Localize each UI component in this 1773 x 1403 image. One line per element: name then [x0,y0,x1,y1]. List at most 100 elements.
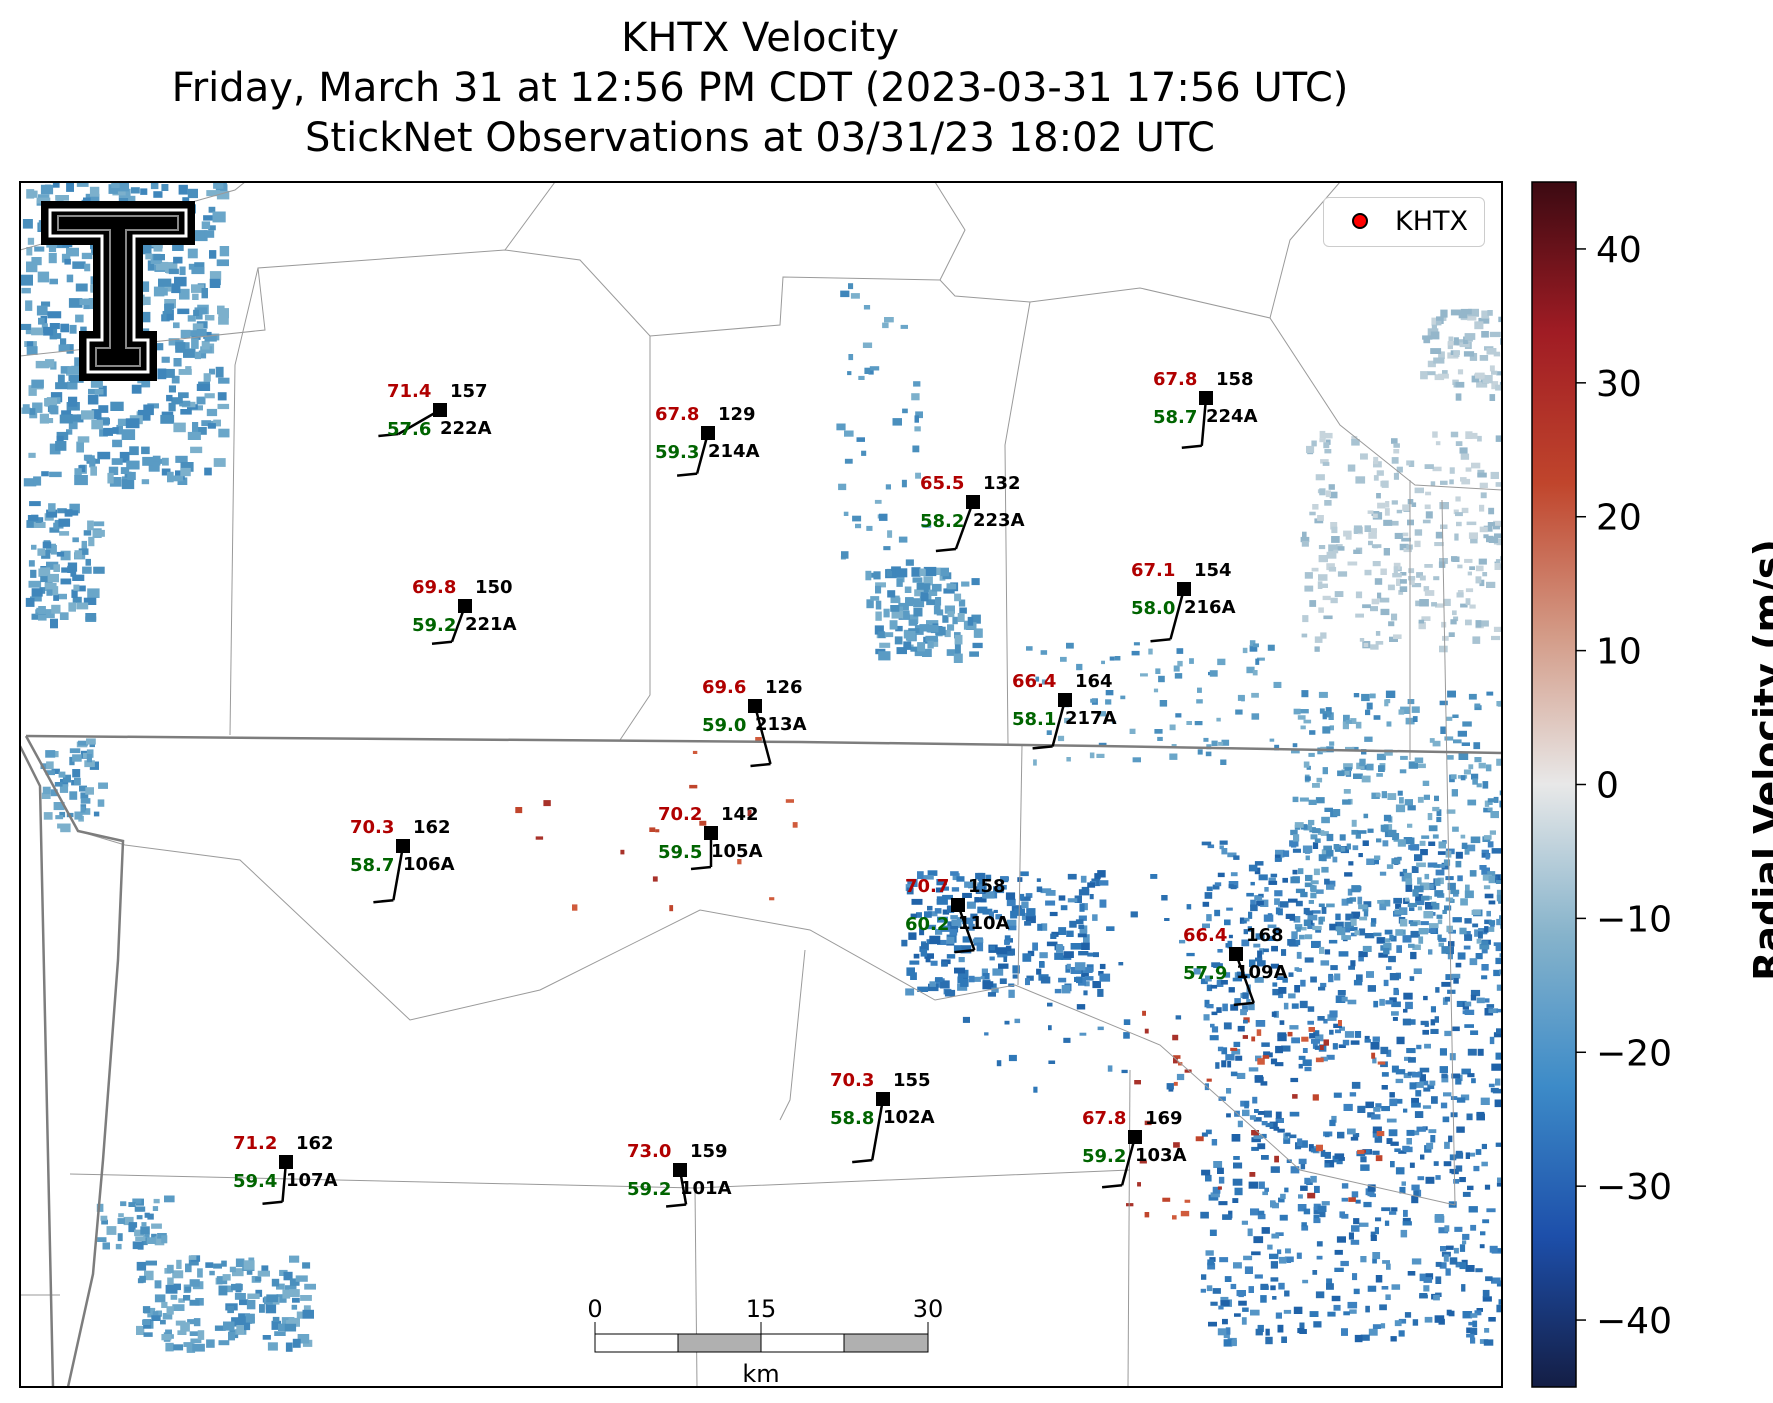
station-pressure: 142 [721,804,759,825]
station-id: 216A [1184,597,1236,618]
station-dewpoint: 59.2 [412,615,456,636]
station-marker [876,1092,890,1106]
station-224A: 67.8 158 58.7 224A [1153,369,1258,450]
station-id: 107A [286,1170,338,1191]
station-pressure: 154 [1194,560,1232,581]
station-pressure: 126 [765,677,803,698]
station-217A: 66.4 164 58.1 217A [1012,671,1117,750]
station-id: 224A [1206,406,1258,427]
station-dewpoint: 59.3 [655,442,699,463]
station-dewpoint: 58.2 [920,511,964,532]
station-dewpoint: 57.9 [1183,963,1227,984]
wind-barb-staff [753,705,772,765]
wind-barb-flag [373,898,394,904]
station-id: 105A [711,841,763,862]
station-id: 217A [1065,708,1117,729]
wind-barb-staff [1169,588,1186,640]
station-103A: 67.8 169 59.2 103A [1082,1108,1187,1189]
wind-barb-flag [676,472,698,477]
station-pressure: 164 [1075,671,1113,692]
station-id: 221A [465,614,517,635]
velocity-echoes [20,182,1502,1353]
colorbar-label: Radial Velocity (m/s) [1746,539,1773,981]
station-dewpoint: 58.1 [1012,709,1056,730]
station-temp: 71.2 [233,1133,277,1154]
station-101A: 73.0 159 59.2 101A [627,1141,732,1208]
station-marker [704,826,718,840]
wind-barb-flag [1233,1001,1254,1007]
wind-barb-flag [1032,745,1053,750]
station-dewpoint: 59.5 [658,842,702,863]
scale-tick-15: 15 [746,1295,777,1323]
title-line-2: Friday, March 31 at 12:56 PM CDT (2023-0… [171,65,1349,111]
station-temp: 70.3 [830,1070,874,1091]
station-dewpoint: 59.2 [627,1179,671,1200]
station-temp: 67.8 [1153,369,1197,390]
colorbar-tick-label: 20 [1596,498,1642,539]
station-marker [951,898,965,912]
station-pressure: 132 [983,473,1021,494]
station-dewpoint: 58.0 [1131,598,1175,619]
station-marker [1199,391,1213,405]
wind-barb-staff [1234,953,1255,1004]
station-temp: 67.8 [1082,1108,1126,1129]
state-boundary [20,734,1502,1387]
colorbar-tick-label: 40 [1596,230,1642,271]
wind-barb-flag [954,948,975,954]
station-temp: 70.7 [905,876,949,897]
station-marker [1229,947,1243,961]
station-pressure: 168 [1246,925,1284,946]
station-105A: 70.2 142 59.5 105A [658,804,763,871]
station-id: 106A [403,854,455,875]
station-id: 102A [883,1107,935,1128]
station-id: 214A [708,441,760,462]
wind-barb-flag [262,1200,283,1206]
station-id: 222A [440,418,492,439]
wind-barb-staff [1200,397,1208,446]
station-102A: 70.3 155 58.8 102A [830,1070,935,1164]
station-110A: 70.7 158 60.2 110A [905,876,1010,954]
map-frame [19,181,1503,1388]
colorbar-tick-label: −20 [1596,1033,1672,1074]
station-id: 101A [680,1178,732,1199]
station-pressure: 129 [718,404,756,425]
station-pressure: 162 [296,1133,334,1154]
wind-barb-staff [956,904,976,951]
colorbar-tick-label: −40 [1596,1301,1672,1342]
station-temp: 69.8 [412,577,456,598]
station-pressure: 158 [968,876,1006,897]
wind-barb-flag [1101,1184,1123,1189]
colorbar-tick-label: 10 [1596,632,1642,673]
wind-barb-flag [665,1203,687,1208]
station-222A: 71.4 157 57.6 222A [378,381,492,440]
station-temp: 65.5 [920,473,964,494]
station-id: 103A [1135,1145,1187,1166]
station-pressure: 159 [690,1141,728,1162]
wind-barb-flag [431,640,453,645]
wind-barb-staff [1120,1136,1137,1186]
station-temp: 66.4 [1012,671,1056,692]
station-106A: 70.3 162 58.7 106A [350,817,455,904]
county-boundaries [20,182,1502,1387]
wind-barb-flag [1181,444,1202,450]
station-marker [279,1155,293,1169]
station-dewpoint: 59.2 [1082,1146,1126,1167]
station-marker [673,1163,687,1177]
station-pressure: 162 [413,817,451,838]
colorbar-tick-label: −30 [1596,1167,1672,1208]
station-pressure: 155 [893,1070,931,1091]
station-marker [433,403,447,417]
station-temp: 66.4 [1183,925,1227,946]
station-id: 109A [1236,962,1288,983]
university-logo [41,201,195,381]
station-marker [701,426,715,440]
colorbar-tick-label: 30 [1596,364,1642,405]
station-marker [748,699,762,713]
scale-bar: 0 15 30 km [587,1295,943,1388]
station-dewpoint: 58.7 [1153,407,1197,428]
station-dewpoint: 57.6 [387,419,431,440]
station-221A: 69.8 150 59.2 221A [412,577,517,645]
wind-barb-flag [750,762,771,768]
station-107A: 71.2 162 59.4 107A [233,1133,338,1206]
